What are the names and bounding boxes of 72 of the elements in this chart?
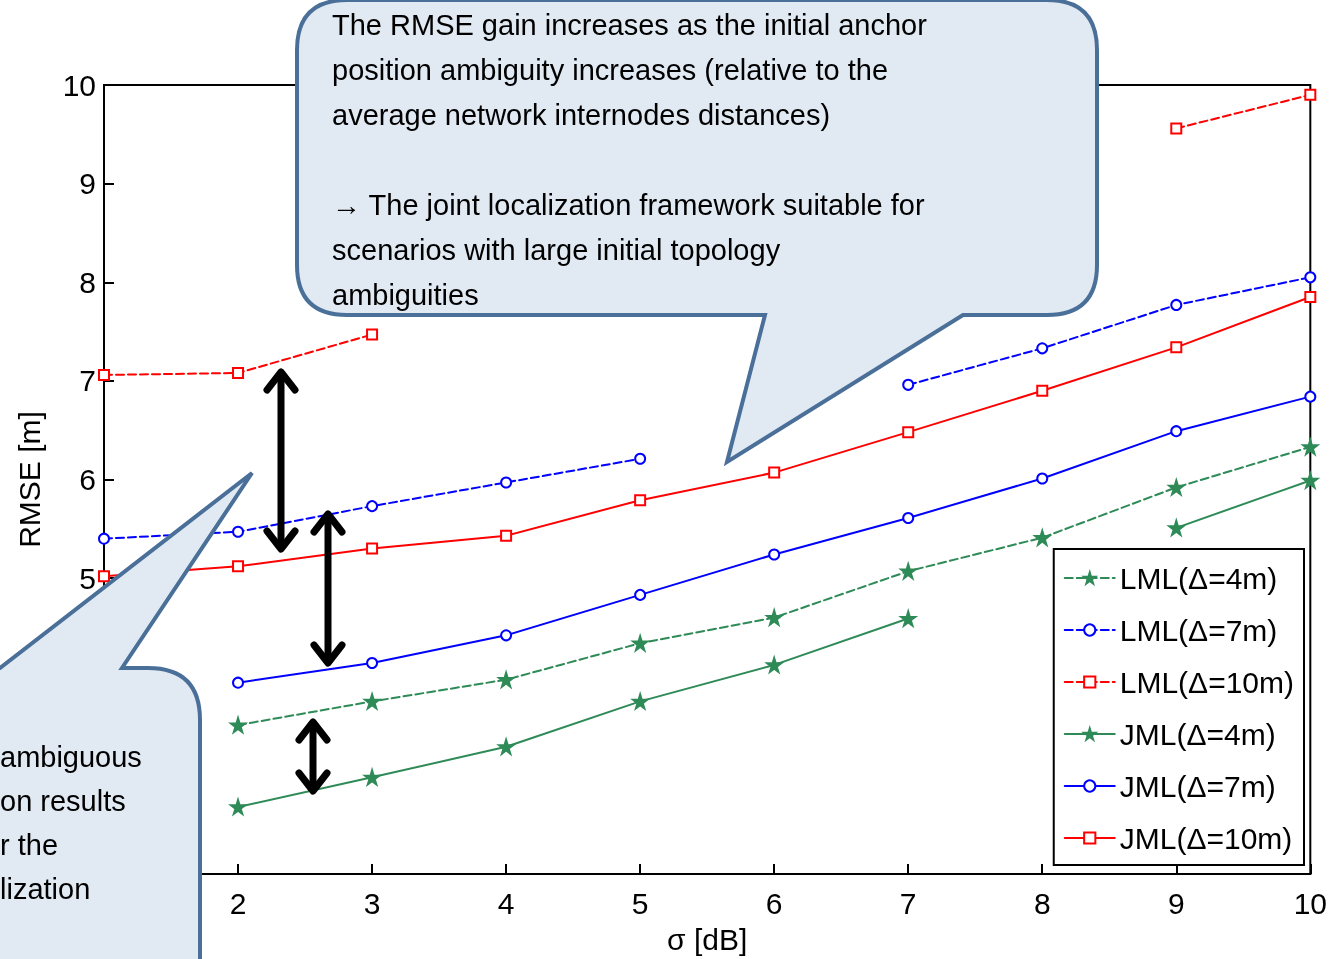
point <box>366 656 379 669</box>
point <box>496 736 516 757</box>
x-tick-label: 4 <box>497 886 515 920</box>
point <box>366 328 379 341</box>
point <box>898 608 918 629</box>
point <box>366 500 379 513</box>
point <box>232 560 245 573</box>
point <box>1304 271 1317 284</box>
point <box>232 525 245 538</box>
y-tick-label: 5 <box>79 561 96 595</box>
point <box>1036 342 1049 355</box>
point <box>1032 527 1052 548</box>
point <box>232 676 245 689</box>
point <box>768 466 781 479</box>
x-tick-label: 2 <box>229 886 247 920</box>
point <box>902 378 915 391</box>
point <box>500 529 513 542</box>
point <box>768 548 781 561</box>
point <box>634 588 647 601</box>
y-tick-label: 9 <box>79 167 96 201</box>
text: The RMSE gain increases as the initial anchor position ambiguity increases (relative to the average network internodes distances) → The joint localization framework suitable for scenarios with large initial topology ambiguities <box>332 9 927 311</box>
legend-label: LML(Δ=7m) <box>1119 613 1278 647</box>
x-tick-label: 10 <box>1293 886 1327 920</box>
legend-label: JML(Δ=10m) <box>1119 821 1293 855</box>
legend-label: JML(Δ=7m) <box>1119 769 1276 803</box>
point <box>366 542 379 555</box>
point <box>98 532 110 545</box>
point <box>98 368 110 381</box>
point <box>902 511 915 524</box>
x-axis-title: σ [dB] <box>667 922 748 956</box>
x-tick-label: 5 <box>631 886 649 920</box>
point <box>1170 425 1183 438</box>
point <box>1304 291 1317 304</box>
point <box>364 693 381 710</box>
point <box>764 654 784 675</box>
point <box>496 669 515 690</box>
point <box>1300 436 1320 457</box>
point <box>500 629 513 642</box>
point <box>1304 390 1317 403</box>
annotation: ambiguous on results r the lization <box>0 741 142 905</box>
y-tick-label: 10 <box>62 68 96 102</box>
legend-label: LML(Δ=4m) <box>1119 561 1278 595</box>
x-tick-label: 9 <box>1167 886 1185 920</box>
point <box>1166 517 1186 538</box>
x-tick-label: 8 <box>1033 886 1051 920</box>
point <box>1170 122 1183 135</box>
point <box>634 452 647 465</box>
point <box>500 476 513 489</box>
x-tick-label: 7 <box>899 886 917 920</box>
point <box>1300 470 1320 491</box>
point <box>1304 88 1317 101</box>
y-axis-title: RMSE [m] <box>12 411 46 548</box>
point <box>1036 472 1049 485</box>
point <box>1168 479 1185 496</box>
y-tick-label: 7 <box>79 364 96 398</box>
point <box>98 570 110 583</box>
point <box>1036 384 1049 397</box>
y-tick-label: 8 <box>79 265 96 299</box>
point <box>1170 341 1183 354</box>
point <box>764 607 784 628</box>
legend-label: LML(Δ=10m) <box>1119 665 1295 699</box>
x-tick-label: 6 <box>765 886 783 920</box>
x-tick-label: 3 <box>363 886 381 920</box>
point <box>232 366 245 379</box>
point <box>902 426 915 439</box>
point <box>228 796 247 817</box>
y-tick-label: 6 <box>79 463 96 496</box>
point <box>1170 298 1183 311</box>
point <box>632 635 649 652</box>
point <box>900 563 917 580</box>
point <box>634 494 647 507</box>
legend-label: JML(Δ=4m) <box>1119 717 1276 751</box>
